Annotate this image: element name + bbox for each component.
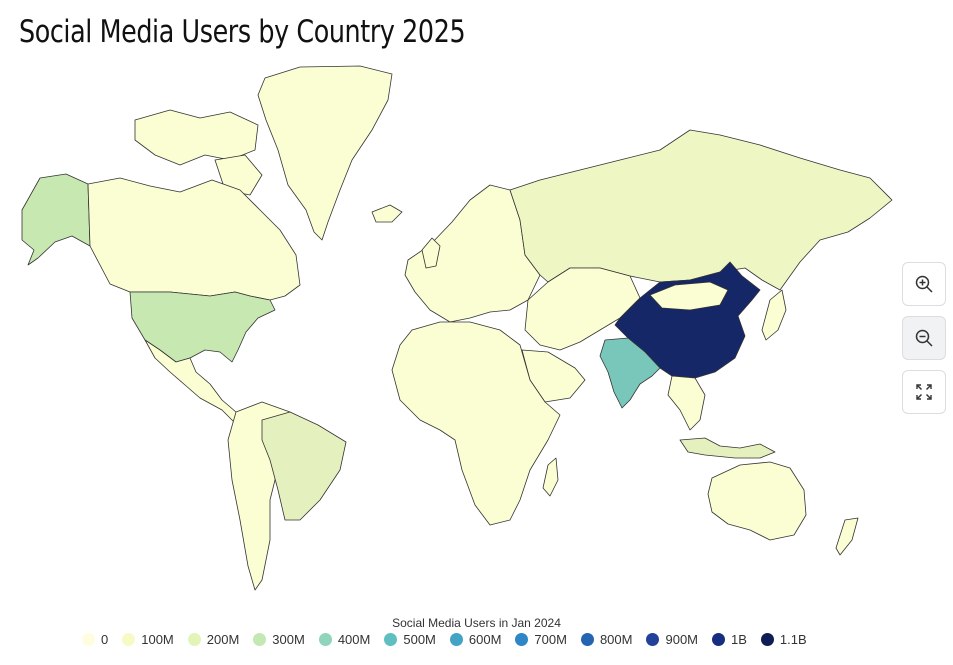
zoom-out-icon	[915, 329, 933, 347]
legend-swatch	[646, 633, 660, 646]
region-southeast-asia[interactable]	[667, 375, 706, 431]
legend-swatch	[318, 633, 332, 646]
legend-title: Social Media Users in Jan 2024	[392, 616, 561, 630]
region-mongolia[interactable]	[649, 281, 729, 311]
legend-item[interactable]: 300M	[253, 632, 305, 647]
legend-label: 400M	[337, 632, 371, 647]
legend-swatch	[449, 633, 463, 646]
legend-swatch	[712, 633, 726, 646]
region-indonesia[interactable]	[679, 437, 776, 459]
legend-label: 200M	[206, 632, 240, 647]
fullscreen-icon	[916, 384, 932, 400]
world-map[interactable]	[0, 60, 953, 615]
fullscreen-button[interactable]	[902, 370, 946, 414]
region-africa[interactable]	[391, 321, 561, 526]
legend-item[interactable]: 800M	[580, 632, 633, 647]
legend-item[interactable]: 900M	[646, 632, 698, 647]
legend-label: 300M	[272, 632, 305, 647]
legend-swatch	[253, 633, 267, 646]
region-iceland[interactable]	[371, 204, 403, 223]
legend-swatch	[122, 633, 136, 646]
legend-item[interactable]: 1.1B	[760, 632, 807, 647]
legend-label: 100M	[141, 632, 174, 647]
legend: 0 100M 200M 300M 400M 500M 600M 700M 800M 900M 1B 1…	[82, 632, 821, 647]
region-greenland[interactable]	[257, 65, 393, 241]
legend-swatch	[187, 633, 201, 646]
legend-item[interactable]: 500M	[384, 632, 436, 647]
region-india[interactable]	[599, 337, 661, 409]
legend-label: 800M	[599, 632, 633, 647]
legend-label: 0	[101, 632, 109, 647]
zoom-controls	[902, 262, 948, 424]
legend-item[interactable]: 0	[82, 632, 108, 647]
zoom-in-icon	[915, 275, 933, 293]
legend-label: 1.1B	[779, 632, 807, 647]
legend-label: 700M	[534, 632, 567, 647]
legend-item[interactable]: 400M	[318, 632, 371, 647]
legend-label: 900M	[665, 632, 699, 647]
legend-label: 500M	[403, 632, 436, 647]
region-russia[interactable]	[509, 129, 893, 291]
region-japan[interactable]	[761, 289, 787, 341]
legend-item[interactable]: 1B	[712, 632, 747, 647]
legend-swatch	[760, 633, 774, 646]
page-title: Social Media Users by Country 2025	[19, 14, 466, 50]
region-central-asia[interactable]	[524, 267, 641, 351]
region-arctic-islands[interactable]	[134, 109, 259, 166]
region-europe[interactable]	[404, 184, 541, 323]
legend-label: 1B	[731, 632, 747, 647]
zoom-in-button[interactable]	[902, 262, 946, 306]
region-uk[interactable]	[421, 237, 441, 269]
region-australia[interactable]	[707, 461, 807, 541]
legend-item[interactable]: 600M	[449, 632, 502, 647]
legend-swatch	[384, 633, 398, 646]
legend-item[interactable]: 700M	[515, 632, 567, 647]
region-new-zealand[interactable]	[835, 517, 859, 556]
legend-swatch	[515, 633, 529, 646]
region-alaska[interactable]	[21, 173, 91, 266]
zoom-out-button[interactable]	[902, 316, 946, 360]
region-madagascar[interactable]	[542, 457, 559, 497]
legend-item[interactable]: 100M	[122, 632, 174, 647]
region-brazil[interactable]	[261, 411, 347, 521]
legend-swatch	[82, 633, 95, 646]
legend-swatch	[580, 633, 594, 646]
legend-item[interactable]: 200M	[187, 632, 240, 647]
legend-label: 600M	[468, 632, 502, 647]
region-canada[interactable]	[87, 177, 301, 301]
